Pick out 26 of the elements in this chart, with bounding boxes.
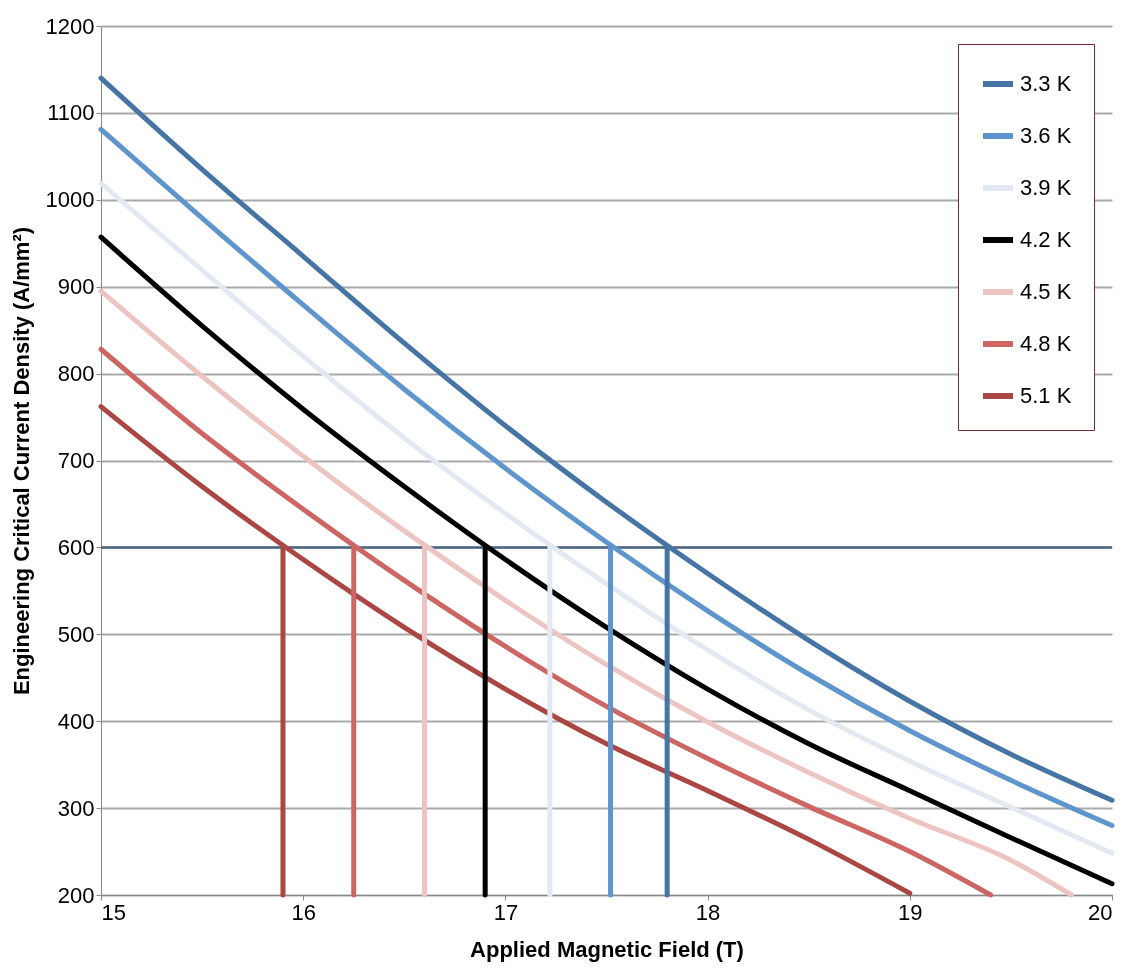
y-axis-title: Engineering Critical Current Density (A/mm²) [8, 226, 34, 696]
x-tick-label: 17 [493, 899, 519, 925]
y-tick-label: 1100 [47, 100, 95, 126]
y-tick-label: 1200 [45, 13, 95, 39]
y-tick-label: 800 [57, 361, 95, 387]
y-tick-label: 300 [57, 795, 95, 821]
legend-label: 4.5 K [1020, 279, 1072, 304]
x-tick-label: 16 [291, 899, 316, 925]
y-tick-label: 400 [57, 708, 95, 734]
y-tick-label: 900 [57, 274, 95, 300]
y-tick-label: 500 [57, 621, 95, 647]
x-axis-title: Applied Magnetic Field (T) [470, 936, 744, 962]
legend-label: 5.1 K [1020, 383, 1072, 408]
x-tick-label: 18 [695, 899, 721, 925]
legend-label: 3.3 K [1020, 71, 1072, 96]
x-tick-label: 19 [898, 899, 923, 925]
legend-label: 3.9 K [1020, 175, 1072, 200]
y-tick-label: 1000 [45, 187, 95, 213]
y-tick-label: 200 [57, 882, 95, 908]
legend-label: 4.8 K [1020, 331, 1072, 356]
y-tick-label: 700 [57, 448, 95, 473]
x-tick-label: 15 [101, 899, 126, 925]
x-tick-label: 20 [1088, 899, 1113, 925]
legend-label: 4.2 K [1020, 227, 1072, 252]
legend-label: 3.6 K [1020, 123, 1072, 148]
y-tick-label: 600 [57, 534, 95, 560]
